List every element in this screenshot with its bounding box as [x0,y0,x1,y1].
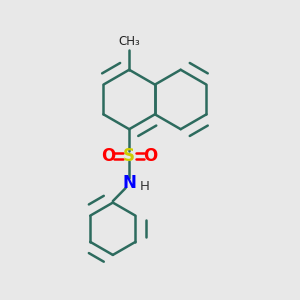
Text: S: S [123,147,135,165]
Text: N: N [122,174,136,192]
Text: CH₃: CH₃ [118,35,140,48]
Text: O: O [101,147,115,165]
Text: O: O [143,147,158,165]
Text: H: H [140,180,149,193]
